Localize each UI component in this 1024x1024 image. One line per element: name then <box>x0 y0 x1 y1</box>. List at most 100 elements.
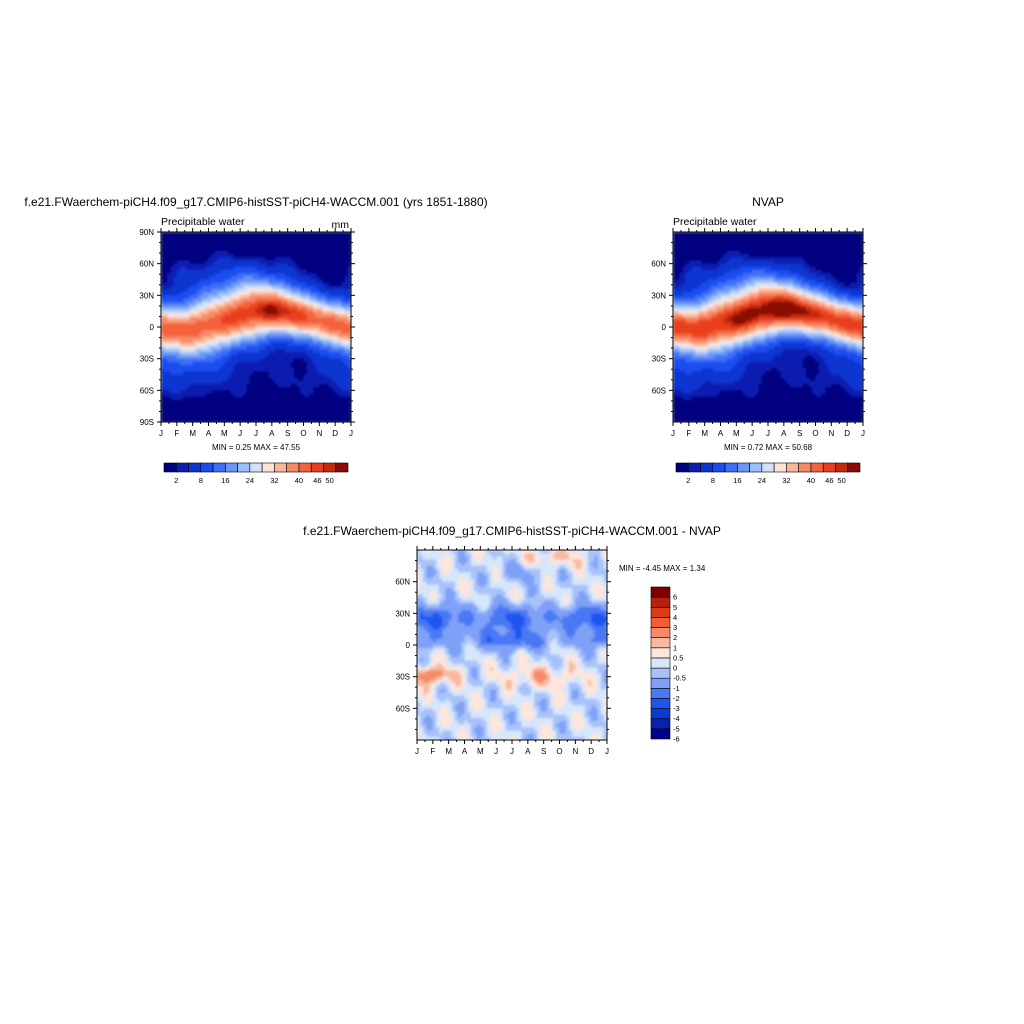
colorbar-label: -2 <box>673 694 680 703</box>
model-panel-subtitle: Precipitable water <box>161 216 245 228</box>
x-tick-label: O <box>812 429 818 438</box>
colorbar-label: -4 <box>673 714 680 723</box>
y-tick-label: 0 <box>150 323 155 332</box>
colorbar-label: -0.5 <box>673 674 686 683</box>
colorbar-swatch <box>225 462 238 473</box>
colorbar-label: 6 <box>673 593 677 602</box>
colorbar-label: 50 <box>837 476 845 485</box>
colorbar-swatch <box>261 462 275 473</box>
colorbar-label: 50 <box>325 476 333 485</box>
x-tick-label: J <box>494 747 498 756</box>
x-tick-label: D <box>844 429 850 438</box>
x-tick-label: A <box>718 429 724 438</box>
colorbar-swatch <box>249 462 263 473</box>
x-tick-label: A <box>206 429 212 438</box>
model-panel-units: mm <box>332 219 350 231</box>
x-tick-label: A <box>462 747 468 756</box>
y-tick-label: 30N <box>139 291 154 300</box>
x-tick-label: J <box>605 747 609 756</box>
x-tick-label: O <box>300 429 306 438</box>
y-tick-label: 0 <box>662 323 667 332</box>
x-tick-label: A <box>525 747 531 756</box>
colorbar-swatch <box>650 667 671 679</box>
y-tick-label: 30S <box>396 673 410 682</box>
colorbar-swatch <box>212 462 226 473</box>
colorbar-label: 24 <box>758 476 766 485</box>
x-tick-label: O <box>556 747 562 756</box>
y-tick-label: 0 <box>406 641 411 650</box>
colorbar-swatch <box>724 462 738 473</box>
y-tick-label: 60S <box>396 704 410 713</box>
colorbar-swatch <box>786 462 799 473</box>
obs-colorbar: 2 8 16 24 32 40 46 50 <box>675 462 861 485</box>
colorbar-swatch <box>650 657 671 669</box>
colorbar-swatch <box>650 708 671 720</box>
colorbar-swatch <box>650 647 671 659</box>
colorbar-swatch <box>712 462 726 473</box>
y-tick-label: 90S <box>140 418 154 427</box>
colorbar-swatch <box>675 462 689 473</box>
colorbar-swatch <box>650 596 671 608</box>
colorbar-swatch <box>761 462 775 473</box>
y-tick-label: 90N <box>139 228 154 237</box>
x-tick-label: J <box>861 429 865 438</box>
x-tick-label: S <box>541 747 546 756</box>
x-tick-label: F <box>174 429 179 438</box>
obs-panel-title: NVAP <box>752 195 784 209</box>
colorbar-swatch <box>650 728 671 740</box>
y-tick-label: 30S <box>652 355 666 364</box>
x-tick-label: J <box>254 429 258 438</box>
colorbar-swatch <box>274 462 287 473</box>
colorbar-swatch <box>835 462 849 473</box>
colorbar-swatch <box>847 462 861 473</box>
colorbar-label: 16 <box>221 476 229 485</box>
colorbar-swatch <box>188 462 202 473</box>
colorbar-label: 46 <box>825 476 833 485</box>
colorbar-label: 40 <box>807 476 815 485</box>
colorbar-swatch <box>650 586 671 598</box>
x-tick-label: A <box>781 429 787 438</box>
model-colorbar: 2 8 16 24 32 40 46 50 <box>163 462 349 485</box>
colorbar-label: 2 <box>174 476 178 485</box>
x-tick-label: D <box>332 429 338 438</box>
colorbar-label: -5 <box>673 724 680 733</box>
x-tick-label: M <box>445 747 452 756</box>
colorbar-swatch <box>650 637 671 649</box>
colorbar-swatch <box>286 462 300 473</box>
colorbar-swatch <box>200 462 214 473</box>
colorbar-swatch <box>650 718 671 730</box>
x-tick-label: M <box>221 429 228 438</box>
colorbar-swatch <box>700 462 714 473</box>
colorbar-swatch <box>310 462 324 473</box>
colorbar-swatch <box>798 462 812 473</box>
x-tick-label: S <box>285 429 290 438</box>
colorbar-label: 3 <box>673 623 677 632</box>
x-tick-label: J <box>766 429 770 438</box>
colorbar-swatch <box>650 688 671 699</box>
x-tick-label: J <box>671 429 675 438</box>
diff-panel-title: f.e21.FWaerchem-piCH4.f09_g17.CMIP6-hist… <box>303 524 721 538</box>
x-tick-label: J <box>510 747 514 756</box>
x-tick-label: J <box>349 429 353 438</box>
x-tick-label: M <box>701 429 708 438</box>
colorbar-swatch <box>737 462 750 473</box>
y-tick-label: 60N <box>139 260 154 269</box>
y-tick-label: 30N <box>651 291 666 300</box>
x-tick-label: N <box>316 429 322 438</box>
colorbar-label: 32 <box>782 476 790 485</box>
colorbar-swatch <box>335 462 349 473</box>
colorbar-label: 5 <box>673 603 677 612</box>
colorbar-label: 1 <box>673 643 677 652</box>
colorbar-label: -3 <box>673 704 680 713</box>
x-tick-label: A <box>269 429 275 438</box>
colorbar-label: 8 <box>711 476 715 485</box>
colorbar-label: 40 <box>295 476 303 485</box>
x-tick-label: M <box>477 747 484 756</box>
x-tick-label: N <box>572 747 578 756</box>
model-panel-title: f.e21.FWaerchem-piCH4.f09_g17.CMIP6-hist… <box>24 195 487 209</box>
colorbar-label: 32 <box>270 476 278 485</box>
obs-panel-subtitle: Precipitable water <box>673 216 757 228</box>
